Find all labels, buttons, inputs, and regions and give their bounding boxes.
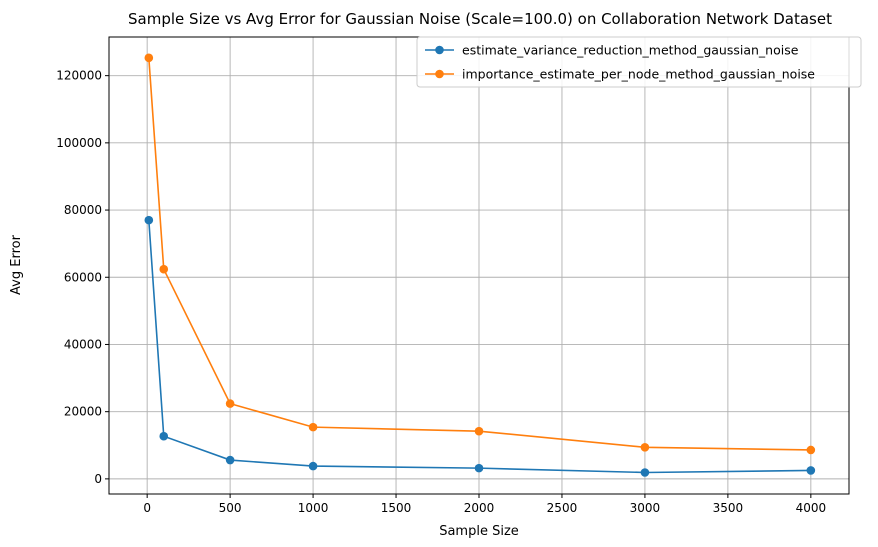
data-point xyxy=(640,442,650,452)
axis-ticks: 0 500 1000 1500 2000 2500 3000 3500 400002000040… xyxy=(56,69,826,515)
series-1 xyxy=(144,215,816,477)
data-point xyxy=(806,445,816,455)
y-tick-label: 100000 xyxy=(56,136,102,150)
data-point xyxy=(308,461,318,471)
chart-title: Sample Size vs Avg Error for Gaussian No… xyxy=(128,10,832,28)
data-point xyxy=(474,426,484,436)
x-tick-label: 1500 xyxy=(381,501,412,515)
y-axis-label: Avg Error xyxy=(9,234,24,295)
y-tick-label: 120000 xyxy=(56,69,102,83)
legend-entry-label: importance_estimate_per_node_method_gaus… xyxy=(462,67,815,82)
legend-box xyxy=(416,36,862,88)
series-line xyxy=(148,57,811,451)
data-point xyxy=(144,215,154,225)
y-tick-label: 0 xyxy=(94,472,102,486)
data-point xyxy=(474,463,484,473)
x-tick-label: 500 xyxy=(219,501,242,515)
x-axis-label: Sample Size xyxy=(439,524,519,539)
x-tick-label: 3000 xyxy=(630,501,661,515)
legend-entry-label: estimate_variance_reduction_method_gauss… xyxy=(462,43,799,58)
legend-marker xyxy=(435,69,444,79)
data-point xyxy=(225,455,235,465)
plot-series xyxy=(144,53,816,477)
x-tick-label: 0 xyxy=(143,501,151,515)
x-tick-label: 4000 xyxy=(796,501,827,515)
x-tick-label: 2500 xyxy=(547,501,578,515)
y-tick-label: 80000 xyxy=(64,203,102,217)
y-tick-label: 60000 xyxy=(64,270,102,284)
data-point xyxy=(144,53,154,63)
data-point xyxy=(640,468,650,477)
legend: estimate_variance_reduction_method_gauss… xyxy=(416,36,862,88)
legend-marker xyxy=(435,45,444,55)
x-tick-label: 3500 xyxy=(713,501,744,515)
data-point xyxy=(308,422,318,432)
data-point xyxy=(159,431,169,441)
series-2 xyxy=(144,53,816,455)
data-point xyxy=(225,399,235,408)
data-point xyxy=(159,264,169,274)
y-tick-label: 40000 xyxy=(64,337,102,351)
x-tick-label: 1000 xyxy=(298,501,329,515)
grid xyxy=(109,37,849,494)
x-tick-label: 2000 xyxy=(464,501,495,515)
y-tick-label: 20000 xyxy=(64,405,102,419)
data-point xyxy=(806,466,816,475)
